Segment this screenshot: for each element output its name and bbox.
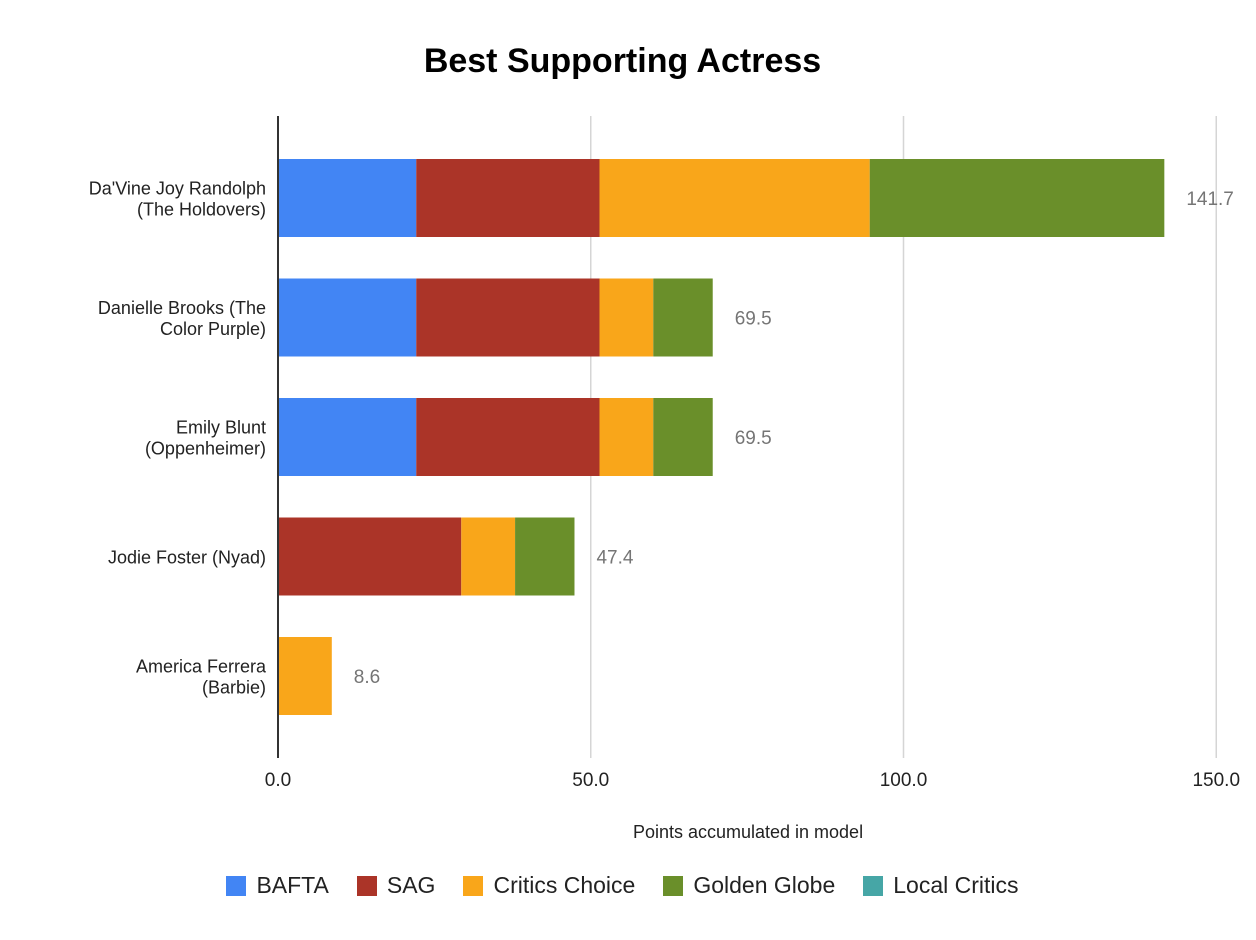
- category-label: America Ferrera: [136, 657, 267, 677]
- legend: BAFTA SAG Critics Choice Golden Globe Local …: [0, 872, 1245, 899]
- bar-segment: [278, 159, 417, 237]
- bar-segment: [278, 278, 417, 357]
- legend-label: BAFTA: [256, 872, 329, 898]
- category-label: Color Purple): [160, 319, 266, 339]
- legend-item: SAG: [356, 872, 436, 899]
- category-label: (Barbie): [202, 678, 266, 698]
- legend-item: Golden Globe: [663, 872, 835, 899]
- bar-segment: [416, 159, 600, 237]
- bars: [278, 159, 1165, 715]
- bar-segment: [278, 517, 462, 596]
- bar-segment: [278, 398, 417, 476]
- legend-label: SAG: [386, 872, 436, 898]
- bar-segment: [599, 278, 654, 357]
- bar-segment: [869, 159, 1165, 237]
- legend-label: Local Critics: [893, 872, 1019, 898]
- bar-segment: [653, 398, 713, 476]
- legend-swatch: [356, 875, 377, 896]
- x-tick-label: 100.0: [880, 770, 928, 791]
- x-tick-label: 50.0: [572, 770, 609, 791]
- labels: 0.0 50.0 100.0 150.0 141.7 Da'Vine Joy Randol…: [89, 179, 1240, 843]
- bar-segment: [599, 398, 654, 476]
- x-tick-label: 150.0: [1192, 770, 1240, 791]
- bar-segment: [599, 159, 870, 237]
- bar-segment: [416, 278, 600, 357]
- bar-segment: [461, 517, 516, 596]
- legend-swatch: [663, 875, 684, 896]
- total-label: 141.7: [1186, 189, 1234, 210]
- total-label: 8.6: [354, 667, 380, 688]
- bar-segment: [653, 278, 713, 357]
- chart-plot: 0.0 50.0 100.0 150.0 141.7 Da'Vine Joy Randol…: [89, 116, 1240, 843]
- legend-label: Golden Globe: [693, 872, 836, 898]
- x-tick-label: 0.0: [265, 770, 291, 791]
- x-axis-title: Points accumulated in model: [633, 822, 863, 842]
- bar-segment: [278, 637, 332, 715]
- legend-item: BAFTA: [226, 872, 329, 899]
- category-label: Jodie Foster (Nyad): [108, 548, 266, 568]
- chart-title: Best Supporting Actress: [423, 42, 822, 80]
- bar-segment: [416, 398, 600, 476]
- category-label: (The Holdovers): [137, 200, 266, 220]
- total-label: 47.4: [596, 548, 633, 569]
- category-label: Emily Blunt: [176, 418, 266, 438]
- legend-item: Local Critics: [863, 872, 1019, 899]
- bar-segment: [515, 517, 575, 596]
- category-label: (Oppenheimer): [145, 439, 266, 459]
- legend-swatch: [863, 875, 884, 896]
- total-label: 69.5: [735, 428, 772, 449]
- legend-swatch: [463, 875, 484, 896]
- category-label: Danielle Brooks (The: [98, 298, 266, 318]
- legend-swatch: [226, 875, 247, 896]
- legend-label: Critics Choice: [493, 872, 636, 898]
- legend-item: Critics Choice: [463, 872, 635, 899]
- category-label: Da'Vine Joy Randolph: [89, 179, 266, 199]
- total-label: 69.5: [735, 309, 772, 330]
